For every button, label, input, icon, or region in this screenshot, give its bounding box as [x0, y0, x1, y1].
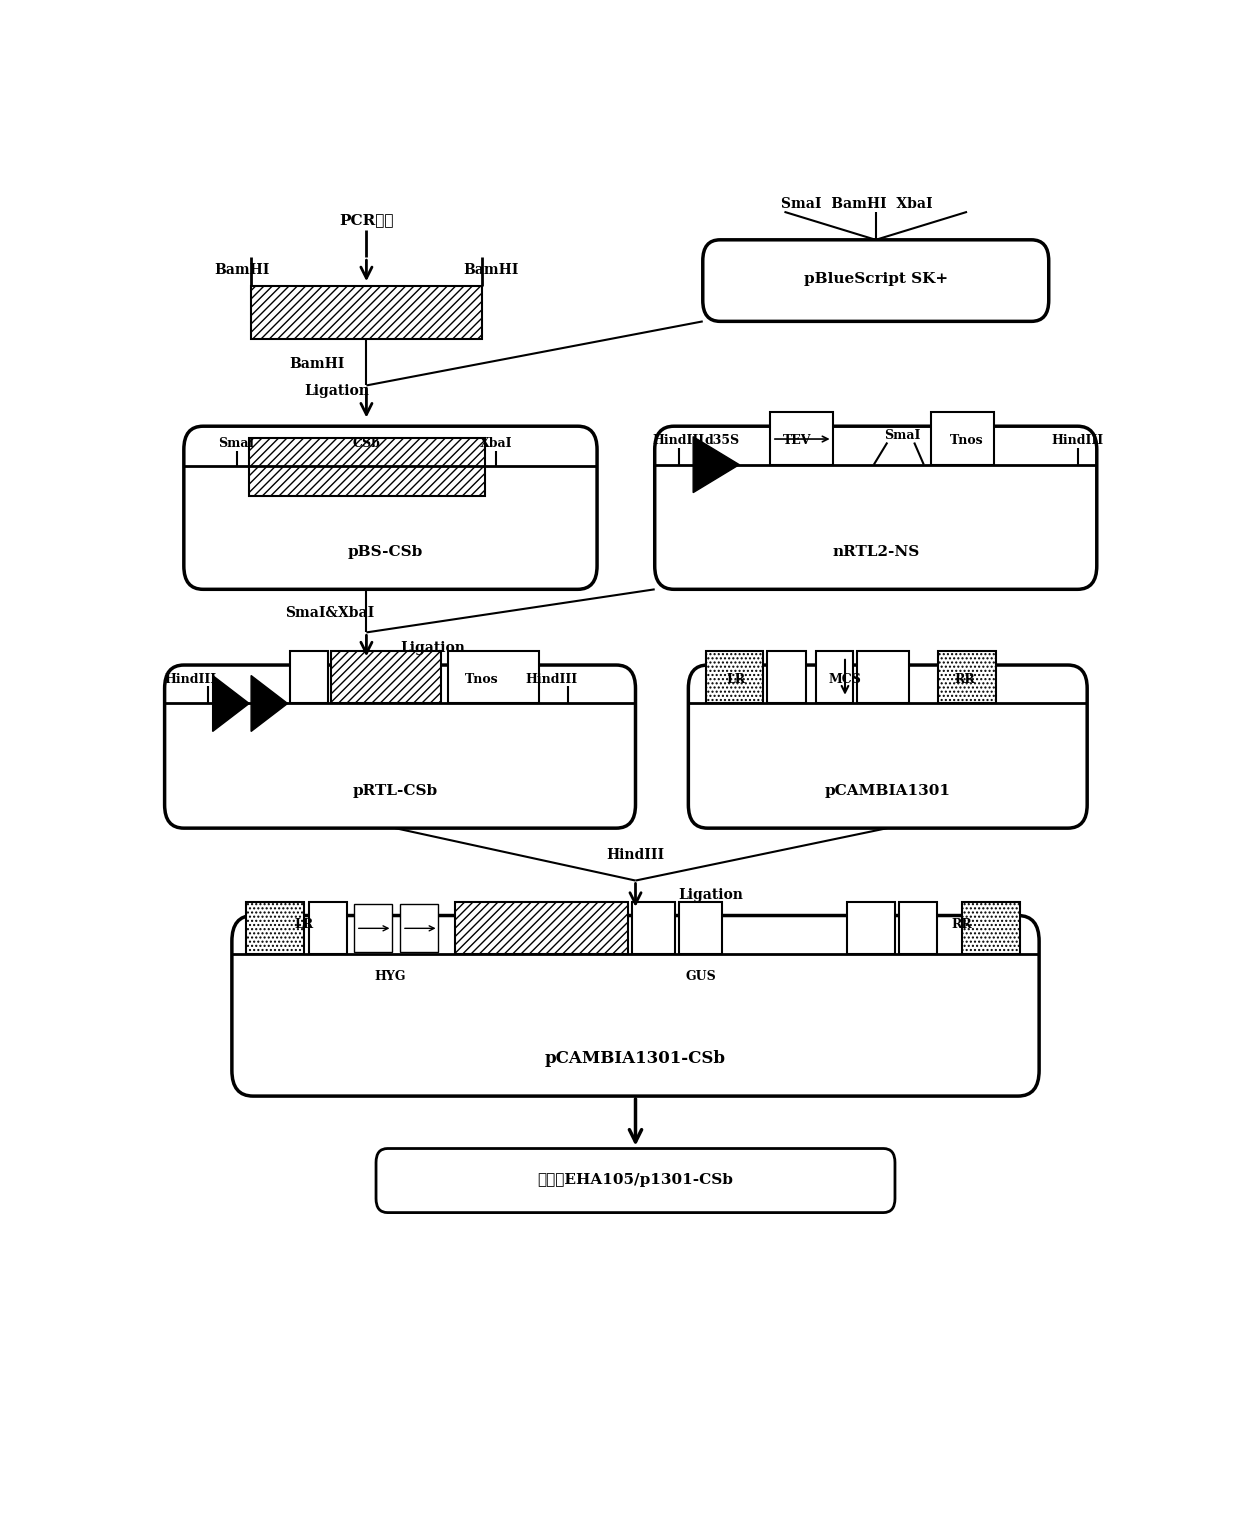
Bar — [899, 902, 937, 955]
FancyBboxPatch shape — [232, 915, 1039, 1095]
Text: RR: RR — [955, 672, 976, 685]
Text: 农杆菌EHA105/p1301-CSb: 农杆菌EHA105/p1301-CSb — [538, 1173, 733, 1188]
Bar — [706, 651, 764, 704]
FancyBboxPatch shape — [376, 1148, 895, 1212]
Polygon shape — [250, 675, 288, 731]
Polygon shape — [213, 675, 249, 731]
Text: pCAMBIA1301: pCAMBIA1301 — [825, 784, 950, 797]
Text: LR: LR — [294, 918, 314, 932]
Text: HindIII: HindIII — [525, 672, 577, 685]
FancyBboxPatch shape — [703, 241, 1049, 321]
Bar — [448, 651, 539, 704]
Bar — [250, 286, 481, 339]
FancyBboxPatch shape — [165, 666, 635, 828]
Text: PCR产物: PCR产物 — [340, 213, 393, 227]
Bar — [309, 902, 347, 955]
Text: SmaI: SmaI — [218, 437, 255, 451]
Text: BamHI: BamHI — [290, 357, 345, 372]
Bar — [962, 902, 1019, 955]
Text: pCAMBIA1301-CSb: pCAMBIA1301-CSb — [546, 1050, 725, 1067]
Bar — [816, 651, 853, 704]
Text: CSb: CSb — [352, 437, 381, 451]
Bar — [331, 651, 441, 704]
Text: SmaI: SmaI — [884, 430, 921, 442]
Text: nRTL2-NS: nRTL2-NS — [832, 545, 919, 558]
Bar — [768, 651, 806, 704]
Text: pRTL-CSb: pRTL-CSb — [352, 784, 438, 797]
Text: Ligation: Ligation — [401, 640, 465, 655]
Text: BamHI: BamHI — [464, 263, 520, 277]
Bar — [931, 412, 994, 464]
Text: BamHI: BamHI — [213, 263, 269, 277]
Text: HindIII: HindIII — [165, 672, 217, 685]
Bar — [249, 437, 485, 496]
Text: RR: RR — [952, 918, 972, 932]
Bar — [247, 902, 304, 955]
Text: MCS: MCS — [828, 672, 862, 685]
Text: SmaI&XbaI: SmaI&XbaI — [285, 605, 374, 620]
Text: Tnos: Tnos — [465, 672, 498, 685]
Text: pBS-CSb: pBS-CSb — [348, 545, 423, 558]
Text: TEV: TEV — [782, 434, 811, 446]
Text: LR: LR — [727, 672, 746, 685]
Bar — [401, 903, 439, 952]
Text: GUS: GUS — [686, 970, 717, 982]
Text: HindIII: HindIII — [606, 847, 665, 862]
Bar — [631, 902, 675, 955]
Text: Ligation: Ligation — [678, 888, 744, 902]
Text: d35S: d35S — [704, 434, 739, 446]
Bar — [353, 903, 392, 952]
FancyBboxPatch shape — [655, 427, 1096, 590]
Text: HYG: HYG — [374, 970, 407, 982]
Text: XbaI: XbaI — [480, 437, 512, 451]
Text: HindIII: HindIII — [652, 434, 704, 446]
Text: pBlueScript SK+: pBlueScript SK+ — [804, 272, 947, 286]
Text: HindIII: HindIII — [1052, 434, 1104, 446]
Bar — [847, 902, 895, 955]
Text: Tnos: Tnos — [950, 434, 983, 446]
Bar — [770, 412, 832, 464]
Text: SmaI  BamHI  XbaI: SmaI BamHI XbaI — [781, 197, 932, 210]
Polygon shape — [693, 437, 739, 493]
Bar — [857, 651, 909, 704]
Bar — [455, 902, 627, 955]
Bar — [290, 651, 327, 704]
Text: Ligation: Ligation — [304, 384, 368, 398]
Bar — [678, 902, 722, 955]
Bar — [939, 651, 996, 704]
FancyBboxPatch shape — [688, 666, 1087, 828]
FancyBboxPatch shape — [184, 427, 598, 590]
